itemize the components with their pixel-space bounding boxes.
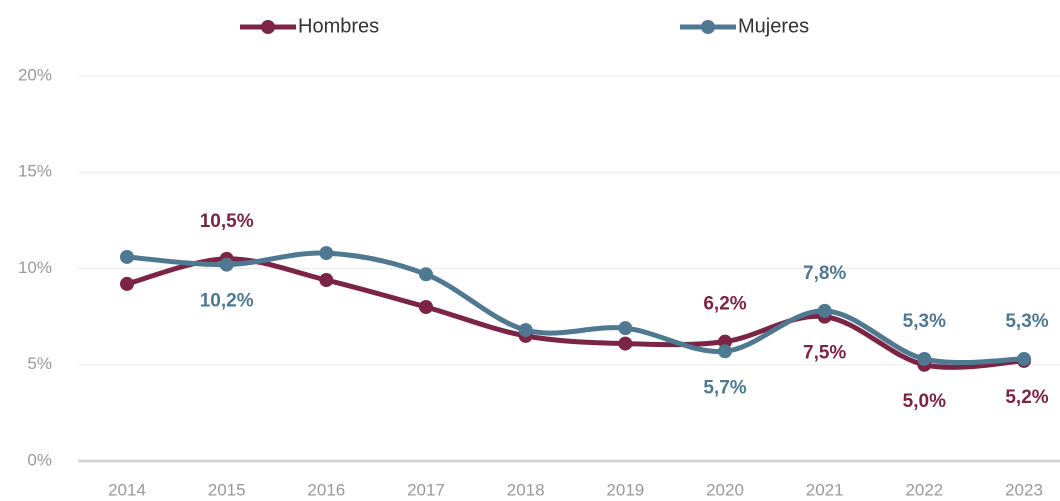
legend-marker [261, 20, 275, 34]
x-tick-label: 2016 [307, 480, 345, 499]
x-tick-label: 2020 [706, 480, 744, 499]
x-tick-label: 2018 [507, 480, 545, 499]
data-point [319, 246, 334, 261]
data-label: 5,3% [1005, 311, 1048, 332]
data-label: 5,3% [903, 311, 946, 332]
data-point [419, 267, 433, 282]
data-point [219, 257, 234, 272]
data-point [817, 303, 832, 318]
data-point [1017, 351, 1031, 366]
data-point [718, 344, 732, 359]
legend-marker [701, 20, 715, 34]
x-tick-label: 2023 [1005, 480, 1043, 499]
data-point [120, 249, 134, 264]
series-line [124, 256, 1027, 370]
x-tick-label: 2015 [208, 480, 246, 499]
data-point [518, 323, 533, 338]
data-label: 6,2% [703, 294, 746, 315]
data-point [618, 336, 633, 351]
y-tick-label: 15% [18, 162, 52, 181]
y-tick-label: 0% [27, 450, 52, 469]
y-tick-label: 5% [27, 354, 52, 373]
legend-label: Mujeres [738, 15, 809, 37]
y-tick-label: 20% [18, 65, 52, 84]
series-line [124, 250, 1027, 366]
data-point [917, 351, 932, 366]
data-point [718, 334, 732, 349]
x-tick-label: 2019 [606, 480, 644, 499]
data-point [618, 321, 633, 336]
data-label: 10,5% [200, 211, 254, 232]
x-tick-label: 2021 [806, 480, 844, 499]
data-label: 5,7% [703, 377, 746, 398]
legend-label: Hombres [298, 15, 379, 37]
data-label: 7,8% [803, 263, 846, 284]
data-point [419, 300, 433, 314]
x-tick-label: 2014 [108, 480, 146, 499]
x-tick-label: 2022 [905, 480, 943, 499]
data-label: 5,2% [1005, 387, 1048, 408]
data-label: 10,2% [200, 291, 254, 312]
data-point [120, 276, 134, 291]
data-point [319, 273, 334, 288]
y-tick-label: 10% [18, 258, 52, 277]
data-label: 7,5% [803, 343, 846, 364]
x-tick-label: 2017 [407, 480, 445, 499]
data-label: 5,0% [903, 391, 946, 412]
